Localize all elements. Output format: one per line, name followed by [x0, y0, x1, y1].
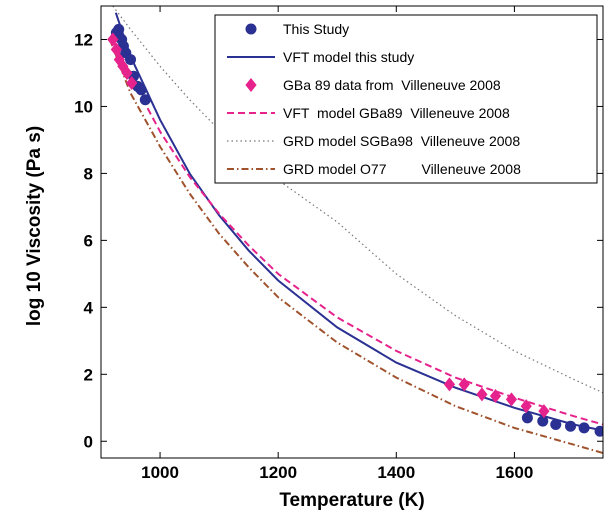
y-axis-title: log 10 Viscosity (Pa s): [24, 126, 45, 326]
legend-swatch-this-study: [245, 23, 257, 35]
data-point-gba-89-data-from-villeneuve-2008-0: [107, 32, 119, 47]
series-line-grd-model-o77-villeneuve-2008: [108, 39, 603, 454]
plot-frame: [100, 5, 604, 459]
series-line-vft-model-this-study: [114, 12, 603, 432]
legend-label-vft-model-this-study: VFT model this study: [283, 49, 414, 65]
legend-swatch-gba-89-data-from-villeneuve-2008: [245, 78, 257, 92]
data-point-this-study-8: [135, 84, 147, 96]
data-point-this-study-1: [113, 23, 125, 35]
data-point-gba-89-data-from-villeneuve-2008-4: [121, 65, 133, 80]
axes: 1000 1200 1400 1600 0 2 4 6 8 10 12: [74, 5, 604, 482]
data-point-gba-89-data-from-villeneuve-2008-12: [538, 404, 550, 419]
data-point-this-study-11: [537, 415, 549, 427]
data-point-gba-89-data-from-villeneuve-2008-8: [476, 387, 488, 402]
legend-label-gba-89-data-from-villeneuve-2008: GBa 89 data from Villeneuve 2008: [283, 77, 501, 93]
y-tick-label-8: 8: [84, 164, 93, 183]
legend-label-grd-model-o77-villeneuve-2008: GRD model O77 Villeneuve 2008: [283, 161, 521, 177]
data-point-this-study-14: [578, 422, 590, 434]
x-axis-title: Temperature (K): [279, 490, 424, 511]
y-tick-label-10: 10: [74, 97, 93, 116]
legend: This Study VFT model this study GBa 89 dat…: [214, 14, 598, 184]
series-layer: [107, 6, 603, 454]
data-point-gba-89-data-from-villeneuve-2008-10: [505, 392, 518, 407]
data-point-this-study-15: [594, 425, 603, 437]
y-tick-label-0: 0: [84, 432, 93, 451]
data-point-this-study-9: [139, 94, 151, 106]
x-tick-label-1200: 1200: [259, 463, 297, 482]
data-point-gba-89-data-from-villeneuve-2008-9: [489, 389, 502, 404]
legend-box: [214, 14, 598, 184]
plot-area: [107, 6, 603, 454]
data-point-gba-89-data-from-villeneuve-2008-11: [520, 399, 532, 414]
data-point-this-study-5: [125, 54, 137, 66]
y-tick-label-2: 2: [84, 365, 93, 384]
data-point-gba-89-data-from-villeneuve-2008-5: [126, 76, 138, 91]
legend-label-this-study: This Study: [283, 21, 349, 37]
y-tick-label-12: 12: [74, 30, 93, 49]
legend-label-grd-model-sgba98-villeneuve-2008: GRD model SGBa98 Villeneuve 2008: [283, 133, 520, 149]
data-point-this-study-10: [521, 412, 533, 424]
x-tick-label-1400: 1400: [377, 463, 415, 482]
x-tick-label-1000: 1000: [141, 463, 179, 482]
y-tick-label-4: 4: [84, 298, 94, 317]
x-tick-label-1600: 1600: [495, 463, 533, 482]
series-line-vft-model-gba89-villeneuve-2008: [111, 39, 603, 426]
data-point-gba-89-data-from-villeneuve-2008-7: [458, 377, 470, 392]
data-point-this-study-13: [565, 420, 577, 432]
series-line-grd-model-sgba98-villeneuve-2008: [112, 6, 603, 394]
data-point-gba-89-data-from-villeneuve-2008-6: [443, 377, 456, 392]
legend-label-vft-model-gba89-villeneuve-2008: VFT model GBa89 Villeneuve 2008: [283, 105, 510, 121]
data-point-this-study-12: [550, 419, 562, 431]
y-tick-label-6: 6: [84, 231, 93, 250]
